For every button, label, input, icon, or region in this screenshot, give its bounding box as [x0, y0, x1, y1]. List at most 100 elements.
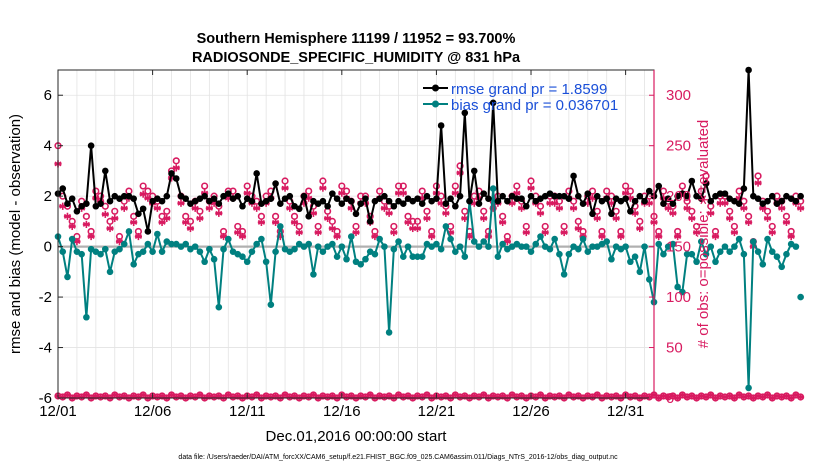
- bias-marker: [527, 248, 535, 255]
- rmse-marker: [295, 205, 303, 213]
- obs-evaluated-marker: [622, 189, 630, 197]
- rmse-marker: [319, 197, 327, 205]
- bias-marker: [400, 253, 407, 261]
- rmse-marker: [352, 210, 360, 218]
- bias-marker: [343, 255, 350, 263]
- obs-possible-marker: [480, 207, 488, 215]
- obs-evaluated-marker: [106, 224, 114, 233]
- bias-marker: [64, 273, 71, 281]
- bias-marker: [78, 250, 85, 258]
- bias-marker: [669, 240, 677, 248]
- obs-possible-marker: [659, 187, 668, 195]
- rmse-marker: [631, 197, 639, 205]
- bias-marker: [764, 235, 771, 243]
- bias-marker: [475, 243, 483, 250]
- obs-bottom-evaluated-marker: [594, 391, 601, 399]
- bias-marker: [168, 240, 175, 248]
- obs-evaluated-marker: [555, 204, 563, 212]
- rmse-marker: [130, 195, 137, 202]
- obs-evaluated-marker: [257, 218, 265, 226]
- obs-possible-marker: [196, 207, 204, 215]
- rmse-marker: [286, 192, 294, 200]
- rmse-marker: [778, 197, 786, 205]
- obs-evaluated-marker: [499, 218, 507, 226]
- bias-marker: [437, 245, 445, 253]
- rmse-marker: [688, 177, 696, 185]
- rmse-marker: [466, 197, 473, 205]
- bias-marker: [191, 243, 199, 250]
- obs-possible-marker: [413, 217, 422, 225]
- x-tick-label: 12/01: [39, 403, 77, 420]
- rmse-marker: [106, 197, 114, 205]
- bias-marker: [575, 245, 582, 253]
- bias-marker: [660, 250, 667, 258]
- obs-evaluated-marker: [196, 214, 204, 222]
- y-left-tick-label: 4: [44, 138, 52, 155]
- bias-marker: [485, 243, 492, 250]
- obs-evaluated-marker: [63, 212, 72, 220]
- bias-marker: [522, 243, 530, 250]
- rmse-marker: [584, 190, 592, 197]
- rmse-marker: [234, 192, 242, 200]
- bias-marker: [106, 268, 114, 276]
- rmse-marker: [494, 197, 502, 205]
- obs-evaluated-marker: [82, 220, 90, 229]
- bias-marker: [745, 384, 752, 392]
- rmse-marker: [239, 202, 246, 210]
- bias-marker: [579, 235, 587, 243]
- rmse-marker: [87, 142, 95, 149]
- obs-evaluated-marker: [692, 228, 701, 237]
- bias-marker: [754, 248, 762, 255]
- bias-marker: [712, 258, 719, 266]
- obs-possible-marker: [461, 207, 469, 215]
- rmse-marker: [338, 200, 346, 208]
- obs-evaluated-marker: [617, 232, 625, 241]
- bias-marker: [707, 243, 715, 250]
- rmse-marker: [570, 172, 577, 180]
- obs-evaluated-marker: [347, 204, 355, 212]
- obs-possible-marker: [456, 162, 464, 170]
- bias-marker: [688, 250, 696, 258]
- obs-evaluated-marker: [120, 204, 128, 212]
- obs-evaluated-marker: [333, 232, 341, 241]
- obs-possible-marker: [163, 207, 171, 215]
- obs-evaluated-marker: [782, 218, 791, 226]
- bias-marker: [319, 248, 327, 255]
- rmse-marker: [201, 192, 208, 200]
- rmse-marker: [622, 195, 629, 202]
- obs-possible-marker: [763, 207, 772, 215]
- bias-marker: [258, 235, 265, 243]
- rmse-marker: [797, 192, 804, 200]
- obs-evaluated-marker: [480, 214, 488, 222]
- bias-marker: [224, 235, 232, 243]
- obs-evaluated-marker: [763, 214, 772, 222]
- bias-marker: [636, 268, 644, 276]
- bias-marker: [248, 248, 256, 255]
- obs-evaluated-marker: [314, 228, 322, 237]
- bias-marker: [277, 223, 284, 230]
- rmse-marker: [456, 192, 464, 200]
- obs-possible-marker: [243, 182, 251, 190]
- obs-evaluated-marker: [442, 209, 450, 217]
- obs-evaluated-marker: [428, 232, 436, 241]
- obs-possible-marker: [622, 182, 630, 190]
- bias-marker: [447, 235, 454, 243]
- bias-marker: [196, 248, 204, 255]
- obs-evaluated-marker: [163, 214, 171, 222]
- obs-possible-marker: [399, 182, 407, 190]
- obs-evaluated-marker: [234, 228, 242, 237]
- bias-marker: [130, 260, 137, 268]
- obs-bottom-evaluated-marker: [797, 393, 804, 401]
- rmse-marker: [504, 197, 511, 205]
- obs-evaluated-marker: [536, 209, 545, 217]
- obs-possible-marker: [527, 177, 535, 185]
- rmse-marker: [470, 167, 478, 175]
- obs-evaluated-marker: [111, 214, 119, 222]
- bias-marker: [149, 248, 156, 255]
- rmse-marker: [527, 192, 535, 200]
- obs-evaluated-marker: [423, 214, 431, 222]
- obs-evaluated-marker: [461, 214, 469, 222]
- rmse-marker: [182, 195, 190, 202]
- rmse-marker: [792, 197, 800, 205]
- obs-possible-marker: [565, 187, 573, 195]
